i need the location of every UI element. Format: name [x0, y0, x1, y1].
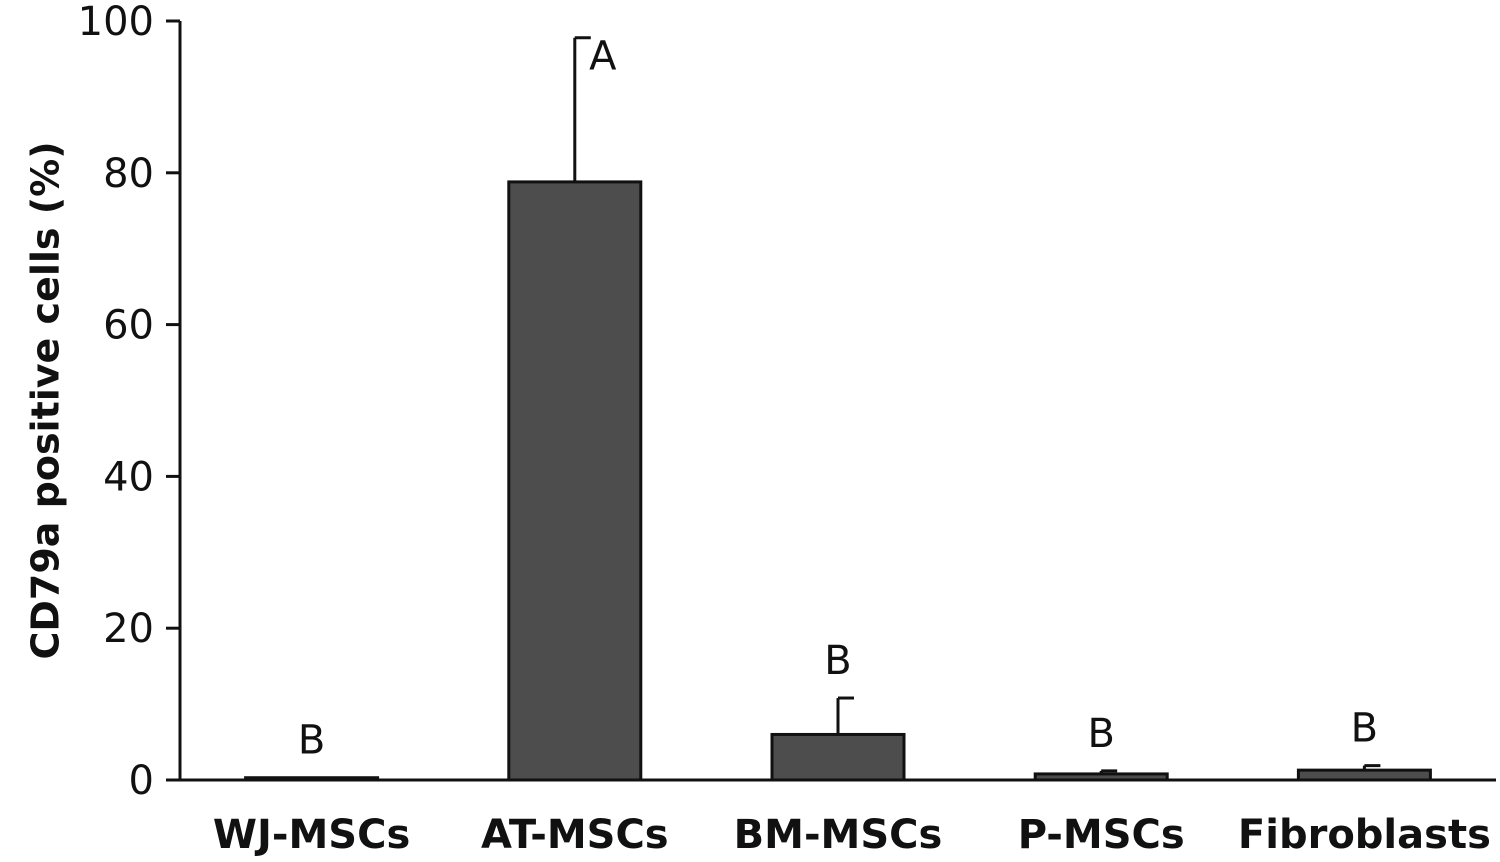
- y-axis-ticks: 0 20 40 60 80 100: [78, 0, 180, 804]
- x-category-label: AT-MSCs: [481, 812, 669, 858]
- y-tick-label: 60: [103, 303, 154, 349]
- x-category-label: BM-MSCs: [734, 812, 943, 858]
- y-axis-title: CD79a positive cells (%): [24, 141, 68, 659]
- significance-label: B: [824, 638, 851, 684]
- bar-bm-mscs: [770, 732, 906, 782]
- y-tick-label: 20: [103, 606, 154, 652]
- significance-label: B: [298, 718, 325, 764]
- x-category-label: WJ-MSCs: [213, 812, 410, 858]
- x-axis-labels: WJ-MSCs AT-MSCs BM-MSCs P-MSCs Fibroblasts: [213, 812, 1491, 858]
- y-tick-label: 100: [78, 0, 154, 45]
- x-category-label: P-MSCs: [1018, 812, 1185, 858]
- y-tick-label: 0: [129, 758, 154, 804]
- significance-label: A: [589, 34, 617, 80]
- y-tick-label: 80: [103, 151, 154, 197]
- y-tick-label: 40: [103, 454, 154, 500]
- x-category-label: Fibroblasts: [1238, 812, 1491, 858]
- significance-label: B: [1087, 711, 1114, 757]
- significance-label: B: [1351, 706, 1378, 752]
- bar-at-mscs: [507, 180, 643, 782]
- bars: B A B B B: [244, 34, 1432, 782]
